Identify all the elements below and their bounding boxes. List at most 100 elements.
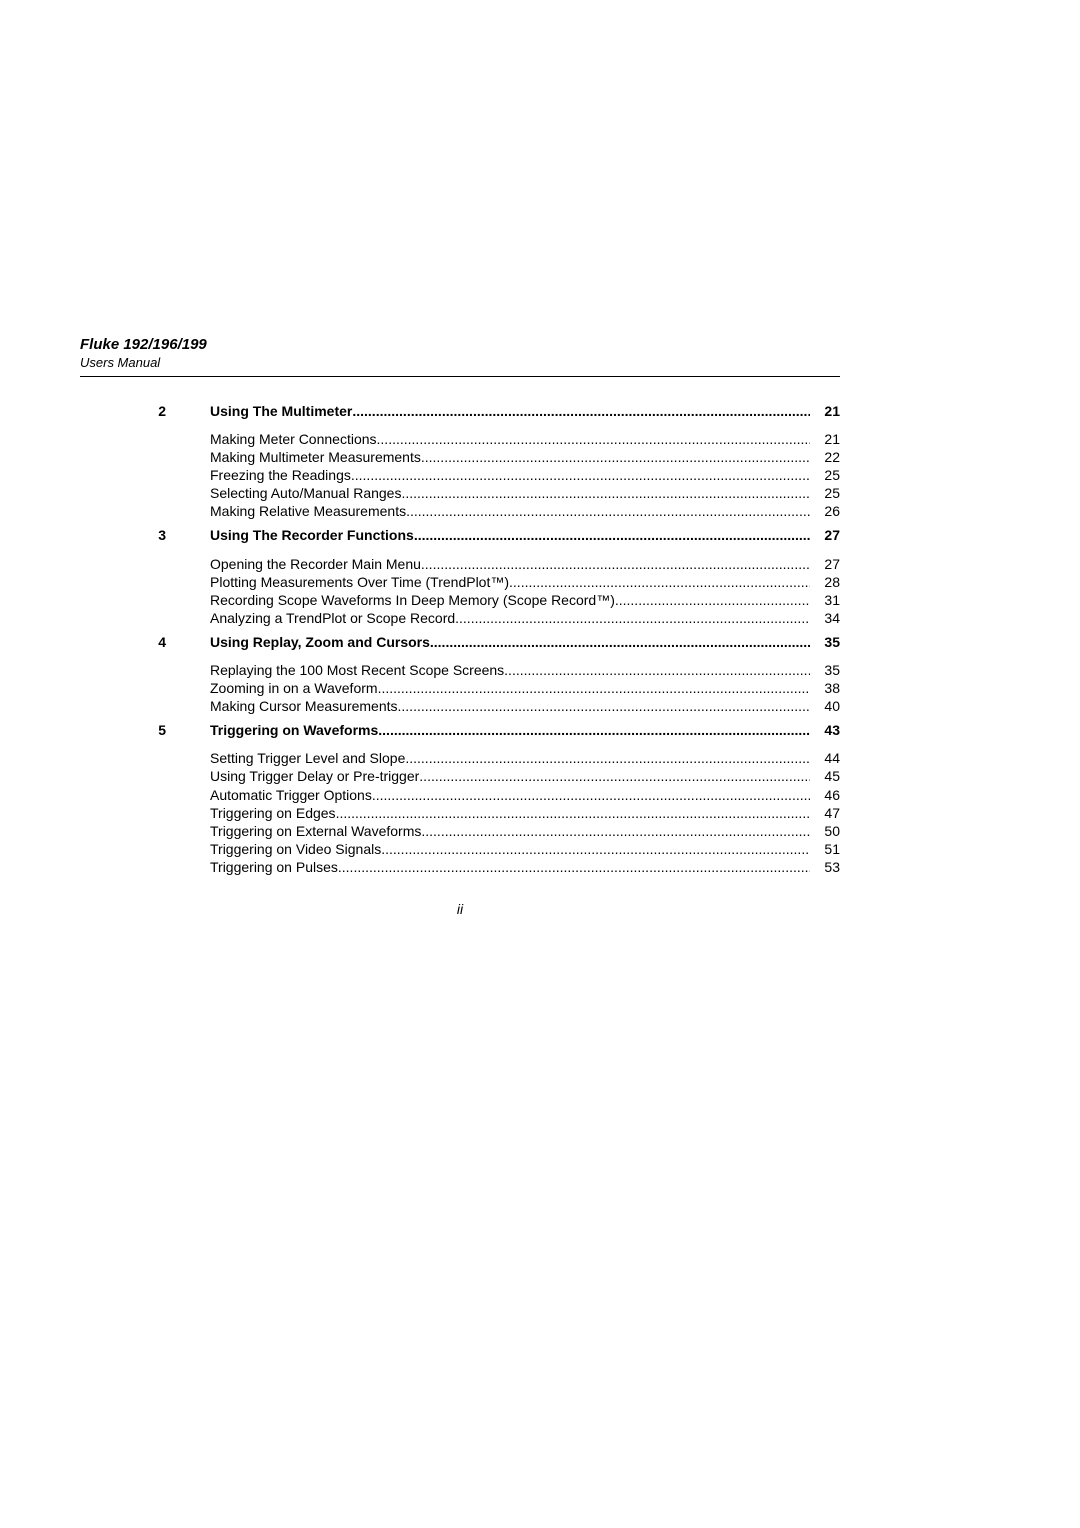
toc-entry-row: Triggering on Edges.....................… xyxy=(80,805,840,821)
toc-leader-dots: ........................................… xyxy=(615,592,810,608)
toc-leader-dots: ........................................… xyxy=(421,449,810,465)
toc-entry-row: Replaying the 100 Most Recent Scope Scre… xyxy=(80,662,840,678)
toc-spacer xyxy=(80,740,840,750)
toc-entry-title: Setting Trigger Level and Slope xyxy=(210,750,405,766)
toc-entry-row: Making Multimeter Measurements..........… xyxy=(80,449,840,465)
toc-chapter-number: 2 xyxy=(80,403,210,419)
toc-entry-page: 53 xyxy=(810,859,840,875)
page-header: Fluke 192/196/199 Users Manual xyxy=(80,336,840,377)
toc-chapter-number: 3 xyxy=(80,527,210,543)
toc-entry-row: Triggering on Video Signals.............… xyxy=(80,841,840,857)
header-rule xyxy=(80,376,840,377)
toc-leader-dots: ........................................… xyxy=(419,768,810,784)
toc-entry-page: 47 xyxy=(810,805,840,821)
toc-entry-page: 34 xyxy=(810,610,840,626)
toc-entry-title: Making Multimeter Measurements xyxy=(210,449,421,465)
toc-spacer xyxy=(80,421,840,431)
toc-entry-page: 35 xyxy=(810,634,840,650)
toc-leader-dots: ........................................… xyxy=(378,722,810,738)
toc-chapter-row: 2Using The Multimeter...................… xyxy=(80,403,840,419)
toc-entry-row: Recording Scope Waveforms In Deep Memory… xyxy=(80,592,840,608)
toc-leader-dots: ........................................… xyxy=(372,787,810,803)
toc-entry-row: Automatic Trigger Options...............… xyxy=(80,787,840,803)
toc-entry-page: 44 xyxy=(810,750,840,766)
toc-leader-dots: ........................................… xyxy=(398,698,810,714)
toc-entry-row: Triggering on External Waveforms .......… xyxy=(80,823,840,839)
toc-entry-row: Freezing the Readings ..................… xyxy=(80,467,840,483)
toc-entry-title: Triggering on Edges xyxy=(210,805,336,821)
toc-entry-title: Opening the Recorder Main Menu xyxy=(210,556,421,572)
toc-chapter-row: 5Triggering on Waveforms ...............… xyxy=(80,722,840,738)
toc-entry-page: 40 xyxy=(810,698,840,714)
header-model: Fluke 192/196/199 xyxy=(80,336,840,354)
toc-leader-dots: ........................................… xyxy=(352,403,810,419)
toc-entry-page: 27 xyxy=(810,556,840,572)
toc-entry-page: 27 xyxy=(810,527,840,543)
toc-entry-page: 28 xyxy=(810,574,840,590)
toc-entry-title: Automatic Trigger Options xyxy=(210,787,372,803)
toc-leader-dots: ........................................… xyxy=(406,503,810,519)
toc-entry-page: 50 xyxy=(810,823,840,839)
toc-entry-page: 35 xyxy=(810,662,840,678)
toc-entry-title: Replaying the 100 Most Recent Scope Scre… xyxy=(210,662,504,678)
toc-entry-page: 46 xyxy=(810,787,840,803)
toc-entry-page: 22 xyxy=(810,449,840,465)
toc-entry-title: Making Cursor Measurements xyxy=(210,698,398,714)
toc-leader-dots: ........................................… xyxy=(381,841,810,857)
toc-entry-title: Freezing the Readings xyxy=(210,467,351,483)
toc-entry-page: 45 xyxy=(810,768,840,784)
toc-leader-dots: ........................................… xyxy=(401,485,810,501)
toc-entry-title: Triggering on Pulses xyxy=(210,859,338,875)
toc-leader-dots: ........................................… xyxy=(378,680,810,696)
toc-entry-row: Plotting Measurements Over Time (TrendPl… xyxy=(80,574,840,590)
toc-leader-dots: ........................................… xyxy=(405,750,810,766)
toc-entry-title: Triggering on Video Signals xyxy=(210,841,381,857)
toc-entry-row: Making Cursor Measurements..............… xyxy=(80,698,840,714)
table-of-contents: 2Using The Multimeter...................… xyxy=(80,403,840,875)
toc-entry-title: Selecting Auto/Manual Ranges xyxy=(210,485,401,501)
toc-leader-dots: ........................................… xyxy=(430,634,810,650)
toc-entry-title: Making Relative Measurements xyxy=(210,503,406,519)
toc-entry-page: 43 xyxy=(810,722,840,738)
toc-chapter-row: 4Using Replay, Zoom and Cursors ........… xyxy=(80,634,840,650)
toc-entry-title: Using Trigger Delay or Pre-trigger xyxy=(210,768,419,784)
toc-spacer xyxy=(80,652,840,662)
toc-entry-title: Triggering on External Waveforms xyxy=(210,823,421,839)
toc-entry-page: 25 xyxy=(810,467,840,483)
document-page: Fluke 192/196/199 Users Manual 2Using Th… xyxy=(80,336,840,917)
toc-entry-row: Opening the Recorder Main Menu..........… xyxy=(80,556,840,572)
toc-entry-row: Making Meter Connections................… xyxy=(80,431,840,447)
toc-leader-dots: ........................................… xyxy=(338,859,810,875)
toc-entry-title: Using Replay, Zoom and Cursors xyxy=(210,634,430,650)
toc-leader-dots: ........................................… xyxy=(421,556,810,572)
toc-leader-dots: ........................................… xyxy=(336,805,810,821)
toc-entry-page: 21 xyxy=(810,403,840,419)
toc-entry-title: Analyzing a TrendPlot or Scope Record xyxy=(210,610,455,626)
toc-entry-title: Recording Scope Waveforms In Deep Memory… xyxy=(210,592,615,608)
toc-entry-row: Setting Trigger Level and Slope.........… xyxy=(80,750,840,766)
toc-entry-page: 51 xyxy=(810,841,840,857)
toc-entry-row: Selecting Auto/Manual Ranges............… xyxy=(80,485,840,501)
header-subtitle: Users Manual xyxy=(80,355,840,372)
toc-entry-page: 31 xyxy=(810,592,840,608)
toc-chapter-number: 5 xyxy=(80,722,210,738)
toc-entry-page: 38 xyxy=(810,680,840,696)
toc-entry-row: Making Relative Measurements............… xyxy=(80,503,840,519)
toc-entry-title: Using The Recorder Functions xyxy=(210,527,414,543)
toc-leader-dots: ........................................… xyxy=(377,431,810,447)
toc-entry-title: Triggering on Waveforms xyxy=(210,722,378,738)
toc-leader-dots: ........................................… xyxy=(504,662,810,678)
toc-entry-row: Using Trigger Delay or Pre-trigger .....… xyxy=(80,768,840,784)
toc-entry-row: Triggering on Pulses ...................… xyxy=(80,859,840,875)
toc-entry-page: 25 xyxy=(810,485,840,501)
toc-entry-title: Making Meter Connections xyxy=(210,431,377,447)
toc-entry-page: 21 xyxy=(810,431,840,447)
toc-chapter-number: 4 xyxy=(80,634,210,650)
toc-leader-dots: ........................................… xyxy=(509,574,810,590)
toc-entry-row: Zooming in on a Waveform ...............… xyxy=(80,680,840,696)
toc-chapter-row: 3Using The Recorder Functions...........… xyxy=(80,527,840,543)
toc-spacer xyxy=(80,546,840,556)
toc-entry-title: Zooming in on a Waveform xyxy=(210,680,378,696)
toc-leader-dots: ........................................… xyxy=(455,610,810,626)
toc-leader-dots: ........................................… xyxy=(421,823,810,839)
